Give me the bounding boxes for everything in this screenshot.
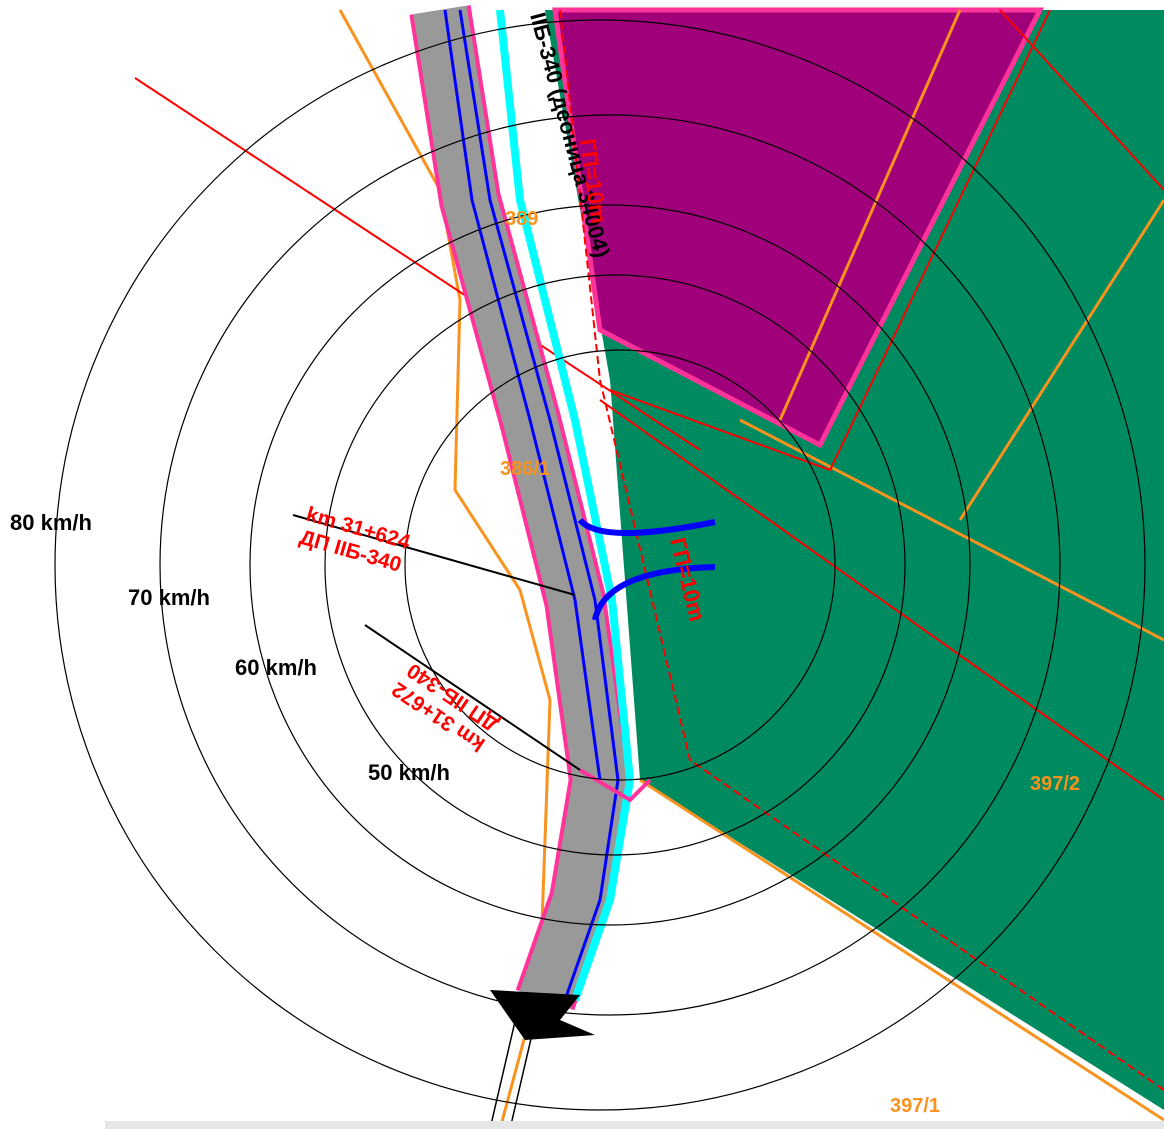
parcel-label: 397/1 xyxy=(890,1095,940,1117)
speed-rings xyxy=(54,19,1146,1111)
speed-label: 80 km/h xyxy=(10,510,92,535)
parcel-label: 397/2 xyxy=(1030,773,1080,795)
station-lines xyxy=(292,514,581,771)
parcel-label: 389 xyxy=(505,208,538,230)
speed-label: 50 km/h xyxy=(368,760,450,785)
scrollbar[interactable] xyxy=(105,1121,1164,1129)
direction-arrow xyxy=(490,990,595,1040)
red-lines xyxy=(134,9,1164,1091)
speed-label: 70 km/h xyxy=(128,585,210,610)
speed-label: 60 km/h xyxy=(235,655,317,680)
magenta-parcel xyxy=(552,7,1045,449)
parcel-label: 386/1 xyxy=(500,458,550,480)
